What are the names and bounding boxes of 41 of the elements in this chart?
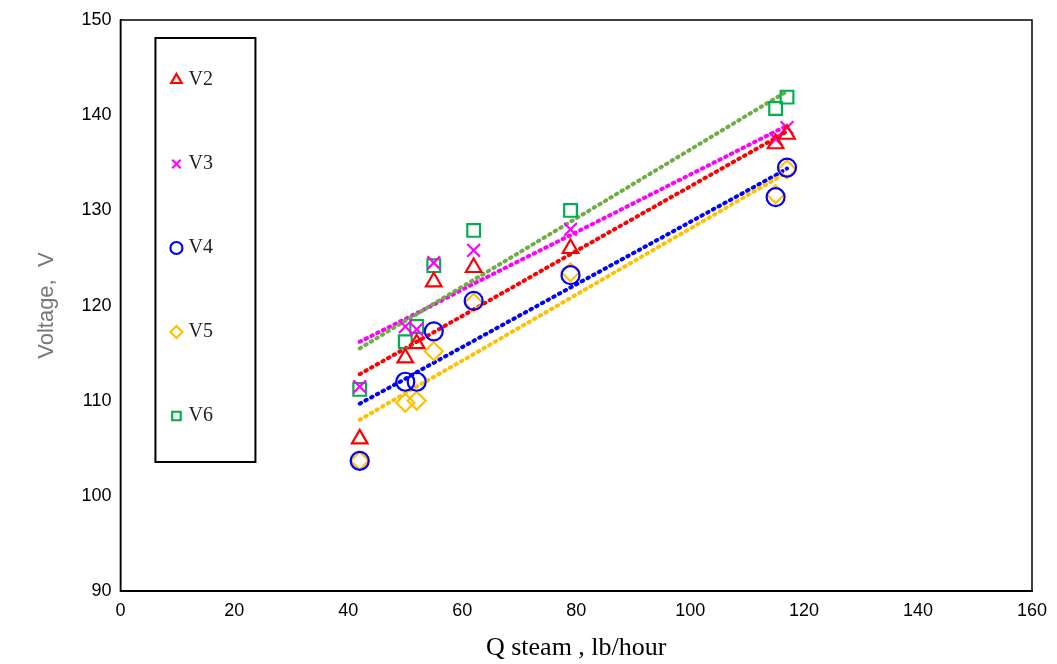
y-tick-label: 100 xyxy=(81,484,112,505)
point xyxy=(395,371,416,392)
x-tick-label: 80 xyxy=(566,599,587,620)
legend-label: V3 xyxy=(188,151,213,174)
point xyxy=(563,221,578,237)
y-tick-label: 140 xyxy=(81,104,112,125)
x-tick-label: 120 xyxy=(789,599,820,620)
x-tick-label: 20 xyxy=(224,599,245,620)
point xyxy=(397,319,413,335)
point xyxy=(561,238,580,255)
x-tick-label: 60 xyxy=(452,599,473,620)
point xyxy=(466,242,482,258)
y-tick-label: 120 xyxy=(81,294,112,315)
point xyxy=(779,89,795,105)
point xyxy=(423,341,444,362)
y-axis-title: Voltage, V xyxy=(33,252,59,359)
x-tick-label: 100 xyxy=(675,599,706,620)
y-tick-label: 110 xyxy=(82,389,112,410)
point xyxy=(768,101,784,116)
x-tick-label: 140 xyxy=(903,599,934,620)
x-tick-label: 160 xyxy=(1016,599,1048,620)
y-tick-label: 90 xyxy=(91,580,112,601)
point xyxy=(407,333,426,350)
legend-label: V5 xyxy=(188,319,213,342)
legend-label: V4 xyxy=(188,235,213,258)
y-tick-label: 150 xyxy=(81,8,112,29)
point xyxy=(779,120,795,136)
legend-label: V2 xyxy=(188,67,213,90)
x-axis-title: Q steam , lb/hour xyxy=(485,632,667,662)
x-tick-label: 0 xyxy=(115,599,126,620)
point xyxy=(563,202,578,218)
point xyxy=(423,321,444,342)
point xyxy=(395,392,416,413)
point xyxy=(464,257,483,274)
point xyxy=(397,334,413,350)
point xyxy=(466,222,482,238)
point xyxy=(406,371,427,392)
point xyxy=(406,390,427,411)
y-tick-label: 130 xyxy=(81,199,112,220)
legend-label: V6 xyxy=(188,403,213,426)
x-tick-label: 40 xyxy=(338,599,359,620)
